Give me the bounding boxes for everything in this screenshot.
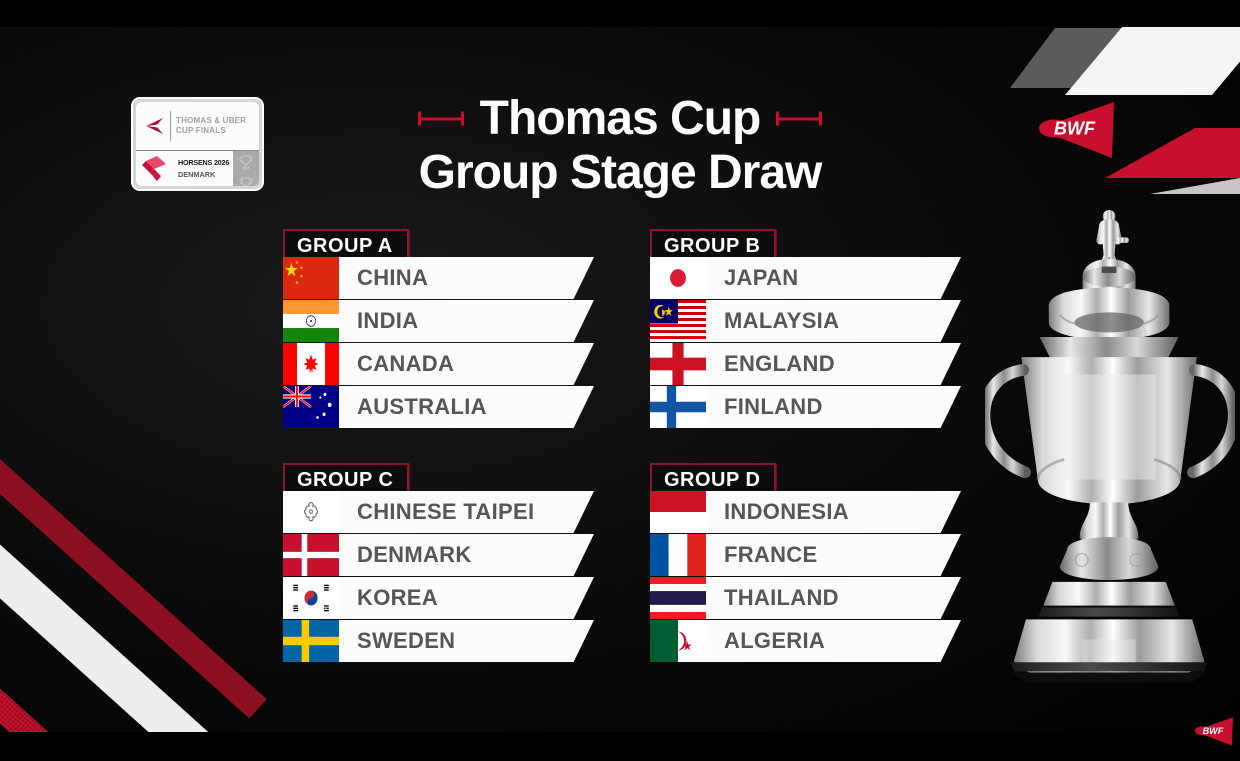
svg-text:BWF: BWF [1203, 726, 1224, 736]
svg-text:BWF: BWF [1054, 119, 1096, 139]
